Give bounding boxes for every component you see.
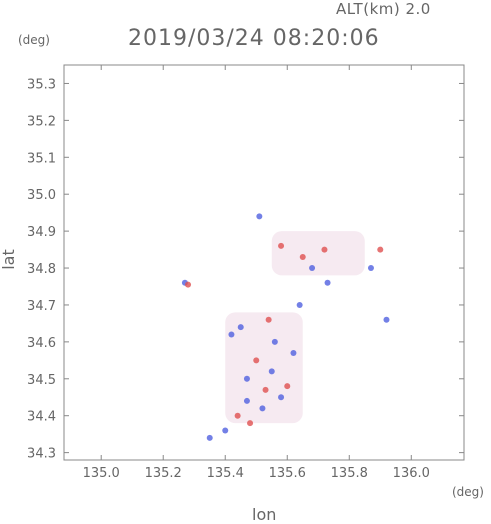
y-tick-label: 34.9 — [27, 225, 56, 240]
x-tick-label: 136.0 — [393, 466, 430, 481]
echo-region-north — [271, 231, 365, 276]
echo-point — [247, 420, 254, 427]
y-tick-label: 35.1 — [27, 151, 56, 166]
altitude-label: ALT(km) 2.0 — [336, 0, 431, 18]
echo-point — [383, 316, 390, 323]
plot-frame — [63, 64, 465, 461]
y-tick-label: 35.0 — [27, 188, 56, 203]
x-tick-label: 135.4 — [207, 466, 244, 481]
echo-point — [234, 412, 241, 419]
echo-point — [228, 331, 235, 338]
echo-point — [259, 405, 266, 412]
echo-point — [278, 242, 285, 249]
echo-point — [278, 394, 285, 401]
x-tick-label: 135.0 — [83, 466, 120, 481]
x-tick-label: 135.8 — [331, 466, 368, 481]
echo-point — [237, 324, 244, 331]
echo-point — [206, 434, 213, 441]
x-tick-label: 135.2 — [145, 466, 182, 481]
y-tick-label: 35.3 — [27, 77, 56, 92]
y-tick-label: 34.6 — [27, 336, 56, 351]
echo-point — [271, 338, 278, 345]
y-tick-label: 34.3 — [27, 447, 56, 462]
echo-point — [321, 246, 328, 253]
y-tick-label: 34.7 — [27, 299, 56, 314]
echo-point — [284, 383, 291, 390]
echo-point — [296, 301, 303, 308]
echo-regions — [225, 231, 365, 424]
y-tick-label: 34.8 — [27, 262, 56, 277]
echo-point — [268, 368, 275, 375]
echo-point — [290, 349, 297, 356]
x-axis-label: lon — [252, 505, 277, 524]
echo-point — [299, 253, 306, 260]
echo-point — [185, 281, 192, 288]
echo-point — [377, 246, 384, 253]
x-unit-label: (deg) — [452, 485, 484, 499]
echo-point — [324, 279, 331, 286]
echo-point — [367, 265, 374, 272]
y-tick-label: 35.2 — [27, 114, 56, 129]
echo-point — [243, 375, 250, 382]
echo-point — [256, 213, 263, 220]
timestamp-title: 2019/03/24 08:20:06 — [128, 26, 380, 51]
echo-point — [309, 265, 316, 272]
echo-point — [243, 397, 250, 404]
y-tick-label: 34.4 — [27, 410, 56, 425]
y-ticks: 34.3 34.4 34.5 34.6 34.7 34.8 34.9 35.0 35.1 35.2… — [27, 77, 464, 462]
y-unit-label: (deg) — [18, 33, 50, 47]
echo-point — [265, 316, 272, 323]
echo-point — [253, 357, 260, 364]
x-ticks: 135.0 135.2 135.4 135.6 135.8 136.0 — [83, 65, 430, 481]
echo-point — [262, 386, 269, 393]
x-tick-label: 135.6 — [269, 466, 306, 481]
y-tick-label: 34.5 — [27, 373, 56, 388]
echo-point — [222, 427, 229, 434]
echo-points — [181, 213, 390, 441]
